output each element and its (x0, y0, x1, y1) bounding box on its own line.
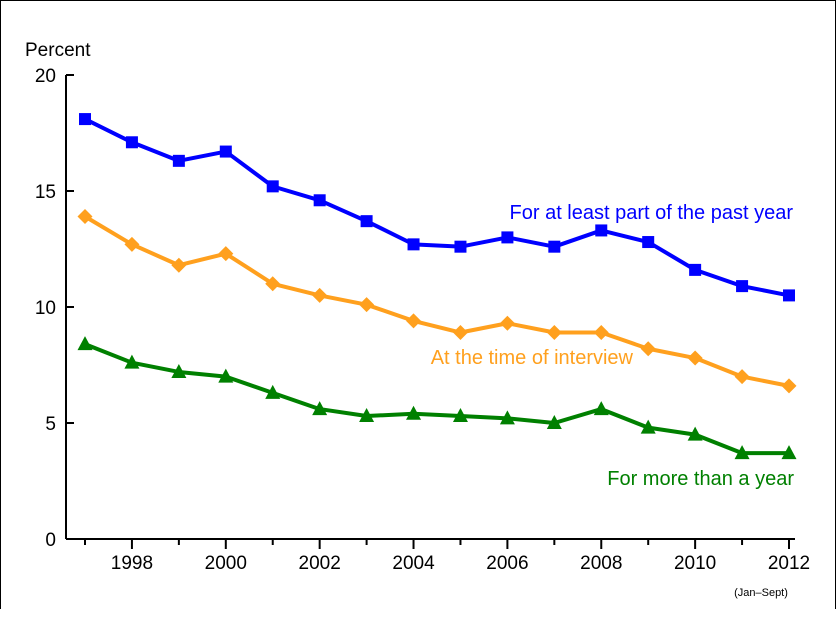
data-point-triangle (452, 408, 468, 423)
series-square: For at least part of the past year (79, 113, 795, 302)
data-point-triangle (546, 415, 562, 429)
data-point-diamond (640, 341, 656, 357)
data-point-triangle (77, 336, 93, 351)
data-point-diamond (124, 236, 140, 252)
y-tick-label: 20 (35, 66, 56, 87)
data-point-diamond (171, 257, 187, 273)
data-point-diamond (687, 350, 703, 366)
data-point-triangle (499, 410, 515, 425)
y-axis-title: Percent (25, 40, 91, 61)
data-point-diamond (77, 209, 93, 225)
data-point-diamond (781, 378, 797, 394)
data-point-triangle (265, 384, 281, 399)
data-point-diamond (218, 246, 234, 262)
data-point-square (642, 236, 655, 249)
data-point-square (454, 240, 467, 253)
series-label: At the time of interview (431, 347, 634, 369)
y-tick-label: 0 (45, 530, 56, 551)
series-line (84, 342, 789, 456)
data-point-diamond (265, 276, 281, 292)
data-point-square (736, 280, 749, 293)
series-line (83, 214, 790, 388)
data-point-square (360, 215, 373, 228)
x-tick-label: 2006 (486, 553, 528, 574)
data-point-square (219, 145, 232, 158)
x-tick-label: 2002 (299, 553, 341, 574)
data-point-triangle (171, 363, 187, 378)
x-tick-label: 2010 (674, 553, 716, 574)
data-point-triangle (124, 354, 140, 369)
data-point-triangle (640, 419, 656, 434)
data-point-square (407, 238, 420, 251)
data-point-square (548, 240, 561, 253)
data-point-triangle (593, 401, 609, 416)
y-tick-label: 15 (35, 182, 56, 203)
data-point-diamond (593, 325, 609, 341)
data-point-diamond (734, 369, 750, 385)
data-point-triangle (359, 408, 375, 423)
data-point-square (125, 136, 138, 149)
data-point-diamond (406, 313, 422, 329)
x-tick-label: 2008 (580, 553, 622, 574)
data-point-triangle (218, 368, 234, 383)
data-point-square (313, 194, 326, 207)
data-point-diamond (546, 325, 562, 341)
x-tick-label: 2000 (205, 553, 247, 574)
x-tick-label: 2004 (392, 553, 435, 574)
x-tick-label: 2012 (768, 553, 810, 574)
data-point-triangle (312, 401, 328, 416)
series-label: For at least part of the past year (510, 202, 794, 224)
series-layer: For at least part of the past year At the… (77, 113, 797, 490)
x-axis-note: (Jan–Sept) (734, 587, 788, 599)
data-point-triangle (734, 445, 750, 460)
data-point-square (595, 224, 608, 237)
data-point-square (79, 113, 91, 126)
series-line (84, 117, 790, 298)
series-label: For more than a year (607, 468, 794, 490)
data-point-square (172, 154, 185, 167)
data-point-diamond (452, 325, 468, 341)
data-point-square (501, 231, 514, 244)
data-point-square (266, 180, 279, 193)
axes: 0 5 10 15 20 1998 2000 2002 2004 2006 2008 2010 2012 (35, 66, 810, 574)
data-point-square (689, 263, 702, 276)
data-point-diamond (312, 287, 328, 303)
x-tick-label: 1998 (111, 553, 153, 574)
data-point-triangle (781, 445, 797, 460)
data-point-diamond (499, 315, 515, 331)
data-point-triangle (687, 426, 703, 441)
y-tick-label: 5 (45, 414, 56, 435)
data-point-diamond (359, 297, 375, 313)
y-tick-label: 10 (35, 298, 56, 319)
data-point-square (783, 289, 795, 302)
data-point-triangle (406, 405, 422, 420)
series-diamond: At the time of interview (77, 209, 797, 394)
series-triangle: For more than a year (77, 336, 797, 490)
